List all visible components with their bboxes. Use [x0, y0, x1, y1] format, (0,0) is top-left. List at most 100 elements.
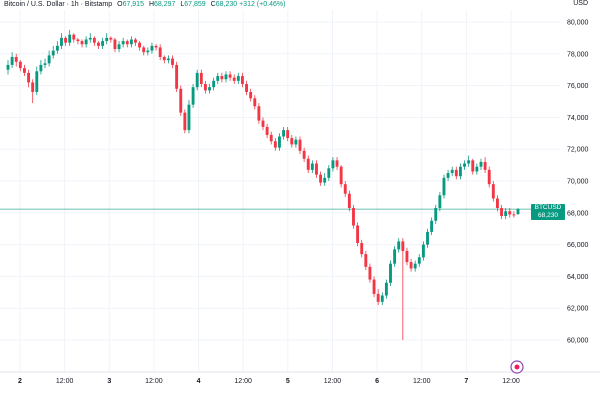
- candle-up: [421, 244, 425, 258]
- candle-down: [154, 45, 158, 48]
- candle-down: [290, 138, 294, 145]
- candle-up: [212, 80, 216, 88]
- candle-down: [203, 84, 207, 91]
- candle-up: [117, 44, 121, 50]
- candle-up: [458, 166, 462, 177]
- candle-down: [401, 241, 405, 251]
- candle-up: [417, 257, 421, 264]
- y-tick-label: 72,000: [567, 147, 589, 154]
- candle-down: [240, 76, 244, 85]
- open-label: O: [117, 1, 123, 8]
- candle-down: [142, 47, 146, 53]
- candle-up: [6, 64, 10, 70]
- candle-up: [51, 50, 55, 56]
- candle-down: [199, 72, 203, 85]
- candle-down: [257, 106, 261, 121]
- candle-up: [187, 104, 191, 131]
- candle-down: [269, 134, 273, 142]
- candle-down: [273, 141, 277, 148]
- candle-down: [92, 37, 96, 43]
- candle-up: [380, 295, 384, 302]
- y-tick-label: 60,000: [567, 338, 589, 345]
- x-tick-label: 12:00: [56, 378, 74, 385]
- candle-down: [487, 169, 491, 185]
- candle-up: [413, 263, 417, 269]
- candle-up: [60, 37, 63, 46]
- candle-up: [323, 177, 327, 183]
- candle-down: [360, 243, 364, 255]
- x-tick-label: 12:00: [324, 378, 342, 385]
- candle-down: [183, 112, 187, 131]
- candle-up: [195, 72, 199, 88]
- candle-down: [352, 208, 355, 226]
- high-value: 68,297: [154, 1, 176, 8]
- candle-down: [31, 82, 35, 92]
- candle-down: [76, 39, 80, 42]
- currency-label[interactable]: USD: [573, 0, 588, 7]
- candle-up: [129, 39, 133, 45]
- tradingview-logo-icon[interactable]: [510, 360, 524, 374]
- close-value: 68,230: [215, 1, 238, 8]
- candle-up: [121, 41, 125, 45]
- candle-up: [384, 282, 388, 296]
- candle-down: [286, 130, 290, 139]
- x-tick-label: 6: [375, 378, 379, 385]
- candle-down: [253, 98, 257, 107]
- candle-up: [88, 37, 92, 40]
- time-axis: 2 12:00 3 12:00 4 12:00 5 12:00 6 12:00 7 12:00: [0, 371, 600, 385]
- candle-down: [343, 184, 347, 194]
- price-badge: BTCUSD 68,230 56:33: [531, 204, 565, 227]
- candle-down: [495, 198, 499, 209]
- high-label: H: [148, 1, 154, 8]
- x-tick-label: 5: [286, 378, 290, 385]
- candle-down: [265, 126, 269, 135]
- candle-down: [175, 64, 179, 89]
- candle-up: [504, 211, 508, 216]
- candle-down: [113, 39, 117, 50]
- close-label: C: [210, 1, 216, 8]
- y-tick-label: 76,000: [567, 83, 589, 90]
- candle-down: [72, 34, 76, 40]
- candle-down: [261, 120, 265, 127]
- candle-up: [68, 34, 72, 43]
- candle-down: [232, 77, 236, 81]
- y-tick-label: 66,000: [567, 242, 589, 249]
- candle-up: [475, 166, 479, 172]
- candle-down: [347, 193, 351, 209]
- candle-up: [55, 45, 59, 51]
- badge-symbol: BTCUSD: [534, 204, 562, 211]
- candle-up: [389, 263, 392, 283]
- candle-down: [171, 58, 174, 65]
- candle-up: [236, 76, 240, 81]
- candle-down: [372, 279, 376, 294]
- candle-down: [339, 166, 343, 185]
- candle-up: [278, 136, 281, 148]
- candle-down: [508, 211, 512, 215]
- candle-down: [500, 208, 503, 216]
- candle-up: [166, 58, 170, 61]
- candle-down: [249, 91, 253, 99]
- y-tick-label: 68,000: [567, 210, 589, 217]
- candle-down: [368, 266, 372, 280]
- candle-up: [331, 160, 335, 169]
- candle-up: [516, 209, 520, 215]
- candle-down: [245, 84, 248, 92]
- candle-up: [39, 64, 43, 72]
- candle-up: [208, 87, 211, 91]
- x-tick-label: 12:00: [413, 378, 431, 385]
- change-value: +312 (+0.46%): [239, 1, 286, 8]
- candle-up: [105, 37, 109, 42]
- price-axis: 60,000 62,000 64,000 66,000 68,000 70,000 72,0…: [567, 20, 589, 345]
- candle-up: [446, 173, 450, 178]
- candle-up: [310, 163, 314, 170]
- candle-down: [454, 169, 458, 177]
- candle-up: [84, 39, 88, 45]
- candle-down: [319, 174, 323, 183]
- candle-down: [23, 68, 26, 73]
- candle-up: [10, 56, 14, 65]
- candle-up: [43, 63, 47, 65]
- candle-down: [471, 160, 475, 172]
- candle-down: [138, 42, 142, 48]
